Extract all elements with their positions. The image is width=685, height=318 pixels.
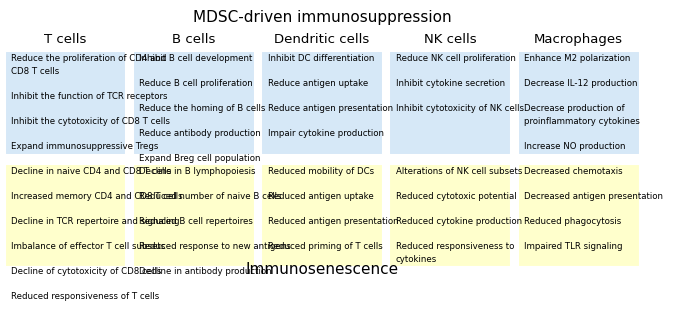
Text: Decline in naive CD4 and CD8 T cells

Increased memory CD4 and CD8 T cells

Decl: Decline in naive CD4 and CD8 T cells Inc… (11, 167, 183, 301)
Text: NK cells: NK cells (424, 33, 477, 46)
Text: MDSC-driven immunosuppression: MDSC-driven immunosuppression (192, 10, 451, 25)
FancyBboxPatch shape (5, 164, 127, 267)
FancyBboxPatch shape (390, 51, 511, 155)
FancyBboxPatch shape (133, 51, 255, 155)
FancyBboxPatch shape (390, 164, 511, 267)
Text: Inhibit DC differentiation

Reduce antigen uptake

Reduce antigen presentation

: Inhibit DC differentiation Reduce antige… (268, 54, 393, 138)
Text: Enhance M2 polarization

Decrease IL-12 production

Decrease production of
proin: Enhance M2 polarization Decrease IL-12 p… (524, 54, 640, 151)
FancyBboxPatch shape (5, 51, 127, 155)
Text: Reduced mobility of DCs

Reduced antigen uptake

Reduced antigen presentation

R: Reduced mobility of DCs Reduced antigen … (268, 167, 398, 251)
Text: Dendritic cells: Dendritic cells (275, 33, 370, 46)
Text: B cells: B cells (172, 33, 216, 46)
Text: Reduce NK cell proliferation

Inhibit cytokine secretion

Inhibit cytotoxicity o: Reduce NK cell proliferation Inhibit cyt… (396, 54, 524, 113)
FancyBboxPatch shape (133, 164, 255, 267)
Text: T cells: T cells (45, 33, 87, 46)
FancyBboxPatch shape (518, 51, 640, 155)
Text: Reduce the proliferation of CD4 and
CD8 T cells

Inhibit the function of TCR rec: Reduce the proliferation of CD4 and CD8 … (11, 54, 170, 151)
Text: Macrophages: Macrophages (534, 33, 623, 46)
Text: Decline in B lymphopoiesis

Reduced number of naive B cells

Reduced B cell repe: Decline in B lymphopoiesis Reduced numbe… (139, 167, 291, 276)
Text: Immunosenescence: Immunosenescence (245, 262, 399, 277)
Text: Alterations of NK cell subsets

Reduced cytotoxic potential

Reduced cytokine pr: Alterations of NK cell subsets Reduced c… (396, 167, 522, 264)
Text: Decreased chemotaxis

Decreased antigen presentation

Reduced phagocytosis

Impa: Decreased chemotaxis Decreased antigen p… (524, 167, 663, 251)
FancyBboxPatch shape (518, 164, 640, 267)
FancyBboxPatch shape (261, 164, 383, 267)
FancyBboxPatch shape (261, 51, 383, 155)
Text: Inhibit B cell development

Reduce B cell proliferation

Reduce the homing of B : Inhibit B cell development Reduce B cell… (139, 54, 266, 163)
